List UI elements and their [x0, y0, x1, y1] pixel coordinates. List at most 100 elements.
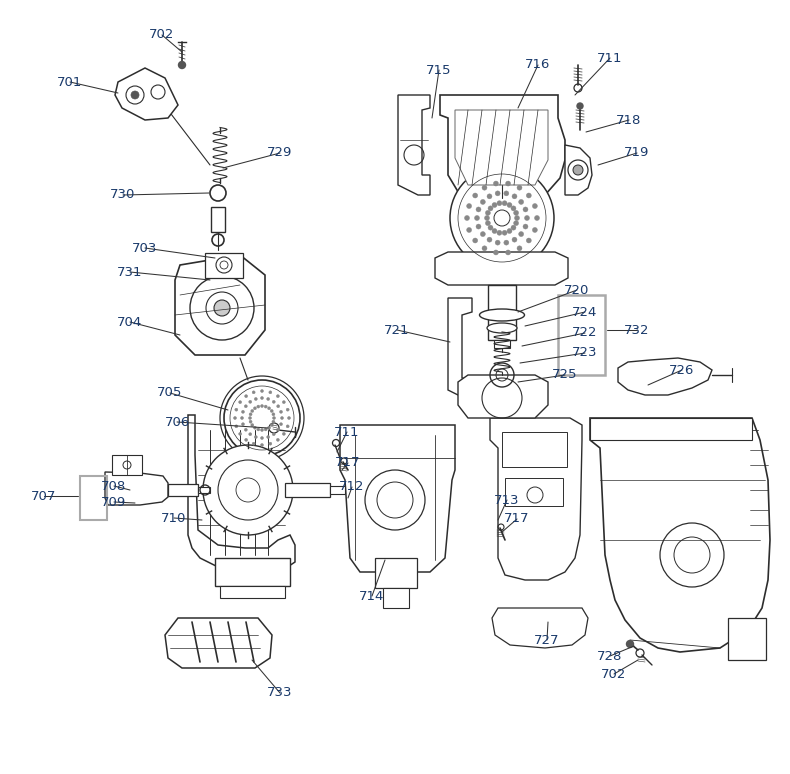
Circle shape	[254, 426, 257, 430]
Circle shape	[261, 429, 264, 431]
Circle shape	[482, 246, 487, 251]
Bar	[198, 487, 210, 493]
Circle shape	[276, 428, 280, 431]
Polygon shape	[448, 298, 472, 395]
Text: 733: 733	[267, 687, 293, 700]
Circle shape	[526, 193, 532, 198]
Text: 729: 729	[267, 146, 292, 159]
Circle shape	[273, 416, 276, 420]
Circle shape	[210, 185, 226, 201]
Circle shape	[276, 395, 280, 398]
Text: 715: 715	[427, 63, 452, 77]
Text: 730: 730	[111, 189, 136, 201]
Circle shape	[261, 405, 264, 407]
Polygon shape	[618, 358, 712, 395]
Circle shape	[519, 231, 524, 237]
Circle shape	[220, 261, 228, 269]
Text: 712: 712	[339, 481, 365, 494]
Text: 717: 717	[335, 457, 361, 470]
Text: 723: 723	[572, 347, 598, 359]
Circle shape	[517, 185, 522, 190]
Circle shape	[151, 85, 165, 99]
Circle shape	[249, 413, 252, 416]
Circle shape	[249, 420, 252, 423]
Circle shape	[532, 204, 537, 208]
Text: 713: 713	[495, 494, 520, 506]
Polygon shape	[492, 608, 588, 648]
Circle shape	[476, 207, 481, 212]
Circle shape	[270, 423, 273, 426]
Circle shape	[511, 206, 516, 211]
Circle shape	[626, 641, 634, 648]
Bar	[211, 207, 225, 232]
Polygon shape	[458, 375, 548, 418]
Circle shape	[573, 165, 583, 175]
Circle shape	[272, 420, 275, 423]
Circle shape	[240, 416, 243, 420]
Circle shape	[239, 433, 242, 435]
Text: 707: 707	[32, 489, 57, 502]
Text: 710: 710	[161, 512, 186, 525]
Bar	[728, 618, 766, 660]
Circle shape	[480, 200, 485, 204]
Circle shape	[273, 433, 275, 436]
Circle shape	[502, 200, 507, 206]
Bar	[590, 418, 752, 440]
Circle shape	[465, 215, 469, 221]
Circle shape	[252, 391, 255, 394]
Circle shape	[261, 444, 264, 447]
Circle shape	[250, 409, 254, 413]
Circle shape	[235, 425, 238, 428]
Polygon shape	[340, 425, 455, 572]
Circle shape	[254, 398, 258, 400]
Text: 711: 711	[334, 426, 359, 439]
Circle shape	[131, 91, 139, 99]
Polygon shape	[440, 95, 565, 195]
Circle shape	[250, 423, 254, 426]
Circle shape	[480, 231, 485, 237]
Circle shape	[492, 228, 497, 234]
Circle shape	[126, 86, 144, 104]
Circle shape	[276, 405, 280, 408]
Circle shape	[276, 438, 280, 441]
Circle shape	[286, 408, 289, 411]
Bar	[80, 476, 107, 520]
Polygon shape	[435, 252, 568, 285]
Circle shape	[488, 225, 493, 230]
Text: 704: 704	[118, 316, 143, 328]
Polygon shape	[590, 418, 770, 652]
Circle shape	[476, 224, 481, 229]
Polygon shape	[398, 95, 430, 195]
Circle shape	[467, 204, 472, 208]
Circle shape	[245, 395, 247, 398]
Circle shape	[514, 221, 518, 226]
Circle shape	[517, 246, 522, 251]
Polygon shape	[490, 418, 582, 580]
Circle shape	[270, 409, 273, 413]
Bar	[502, 432, 567, 467]
Text: 722: 722	[572, 327, 598, 340]
Circle shape	[249, 433, 252, 436]
Circle shape	[249, 400, 252, 403]
Polygon shape	[105, 472, 168, 505]
Circle shape	[450, 166, 554, 270]
Circle shape	[267, 398, 269, 400]
Circle shape	[286, 425, 289, 428]
Circle shape	[273, 400, 275, 403]
Circle shape	[507, 203, 512, 207]
Circle shape	[535, 215, 540, 221]
Text: 702: 702	[601, 667, 626, 680]
Ellipse shape	[480, 309, 525, 321]
Text: 702: 702	[149, 29, 175, 42]
Circle shape	[495, 240, 500, 245]
Circle shape	[497, 200, 502, 206]
Text: 716: 716	[525, 59, 551, 71]
Circle shape	[245, 438, 247, 441]
Circle shape	[484, 215, 490, 221]
Text: 714: 714	[359, 590, 385, 602]
Circle shape	[487, 194, 492, 199]
Circle shape	[487, 237, 492, 242]
Circle shape	[203, 445, 293, 535]
Text: 703: 703	[132, 241, 158, 255]
Text: 731: 731	[117, 265, 143, 279]
